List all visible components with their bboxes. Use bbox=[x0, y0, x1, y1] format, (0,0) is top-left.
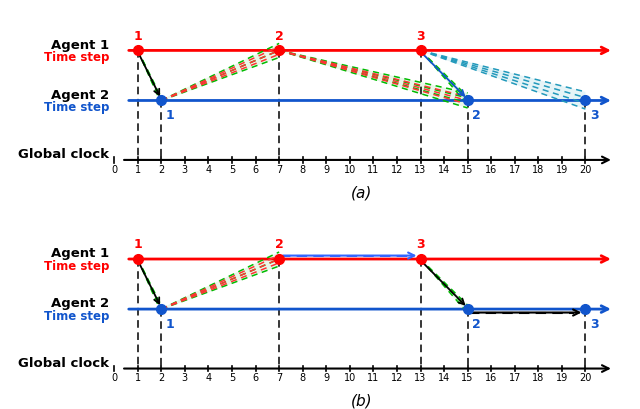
Text: 12: 12 bbox=[391, 373, 403, 382]
Text: 16: 16 bbox=[485, 373, 497, 382]
Text: 2: 2 bbox=[275, 30, 284, 43]
Text: 10: 10 bbox=[344, 164, 356, 174]
Text: 3: 3 bbox=[182, 373, 188, 382]
Polygon shape bbox=[138, 258, 161, 313]
Text: 20: 20 bbox=[579, 373, 591, 382]
Text: 8: 8 bbox=[300, 164, 306, 174]
Text: 19: 19 bbox=[556, 373, 568, 382]
Text: 2: 2 bbox=[158, 164, 164, 174]
Text: 8: 8 bbox=[300, 373, 306, 382]
Text: 1: 1 bbox=[166, 109, 175, 122]
Polygon shape bbox=[420, 50, 468, 105]
Text: 19: 19 bbox=[556, 164, 568, 174]
Text: 9: 9 bbox=[323, 373, 330, 382]
Text: 3: 3 bbox=[590, 109, 599, 122]
Polygon shape bbox=[138, 50, 161, 104]
Text: 6: 6 bbox=[253, 164, 259, 174]
Text: 13: 13 bbox=[414, 373, 427, 382]
Text: 14: 14 bbox=[438, 373, 450, 382]
Text: 12: 12 bbox=[391, 164, 403, 174]
Text: (b): (b) bbox=[351, 393, 372, 408]
Text: 20: 20 bbox=[579, 164, 591, 174]
Text: 11: 11 bbox=[367, 164, 380, 174]
Text: Global clock: Global clock bbox=[19, 148, 109, 161]
Text: Agent 1: Agent 1 bbox=[51, 247, 109, 260]
Text: 18: 18 bbox=[532, 164, 545, 174]
Polygon shape bbox=[420, 258, 468, 313]
Text: 1: 1 bbox=[134, 164, 141, 174]
Text: 2: 2 bbox=[275, 238, 284, 251]
Text: 6: 6 bbox=[253, 373, 259, 382]
Text: 3: 3 bbox=[590, 317, 599, 330]
Text: 1: 1 bbox=[133, 238, 142, 251]
Text: 1: 1 bbox=[166, 317, 175, 330]
Text: 4: 4 bbox=[205, 373, 211, 382]
Text: 0: 0 bbox=[111, 373, 117, 382]
Text: 13: 13 bbox=[414, 164, 427, 174]
Text: 9: 9 bbox=[323, 164, 330, 174]
Text: Time step: Time step bbox=[44, 101, 109, 114]
Text: 2: 2 bbox=[472, 317, 481, 330]
Text: 0: 0 bbox=[111, 164, 117, 174]
Text: 11: 11 bbox=[367, 373, 380, 382]
Text: 2: 2 bbox=[158, 373, 164, 382]
Text: Agent 2: Agent 2 bbox=[51, 297, 109, 310]
Text: Agent 2: Agent 2 bbox=[51, 88, 109, 101]
Text: 1: 1 bbox=[133, 30, 142, 43]
Text: Time step: Time step bbox=[44, 309, 109, 322]
Polygon shape bbox=[161, 252, 279, 310]
Text: 3: 3 bbox=[416, 238, 425, 251]
Text: 3: 3 bbox=[182, 164, 188, 174]
Text: 15: 15 bbox=[461, 373, 474, 382]
Text: (a): (a) bbox=[351, 185, 372, 200]
Text: 18: 18 bbox=[532, 373, 545, 382]
Text: 7: 7 bbox=[276, 373, 282, 382]
Text: 1: 1 bbox=[134, 373, 141, 382]
Text: Agent 1: Agent 1 bbox=[51, 38, 109, 52]
Text: 3: 3 bbox=[416, 30, 425, 43]
Text: 10: 10 bbox=[344, 373, 356, 382]
Text: Time step: Time step bbox=[44, 51, 109, 64]
Polygon shape bbox=[161, 44, 279, 102]
Text: 17: 17 bbox=[509, 164, 521, 174]
Text: Time step: Time step bbox=[44, 259, 109, 272]
Text: 7: 7 bbox=[276, 164, 282, 174]
Text: 17: 17 bbox=[509, 373, 521, 382]
Text: Global clock: Global clock bbox=[19, 356, 109, 369]
Text: 4: 4 bbox=[205, 164, 211, 174]
Polygon shape bbox=[279, 50, 468, 109]
Text: 14: 14 bbox=[438, 164, 450, 174]
Polygon shape bbox=[420, 50, 586, 110]
Text: 16: 16 bbox=[485, 164, 497, 174]
Text: 2: 2 bbox=[472, 109, 481, 122]
Text: 5: 5 bbox=[229, 164, 235, 174]
Text: 15: 15 bbox=[461, 164, 474, 174]
Text: 5: 5 bbox=[229, 373, 235, 382]
